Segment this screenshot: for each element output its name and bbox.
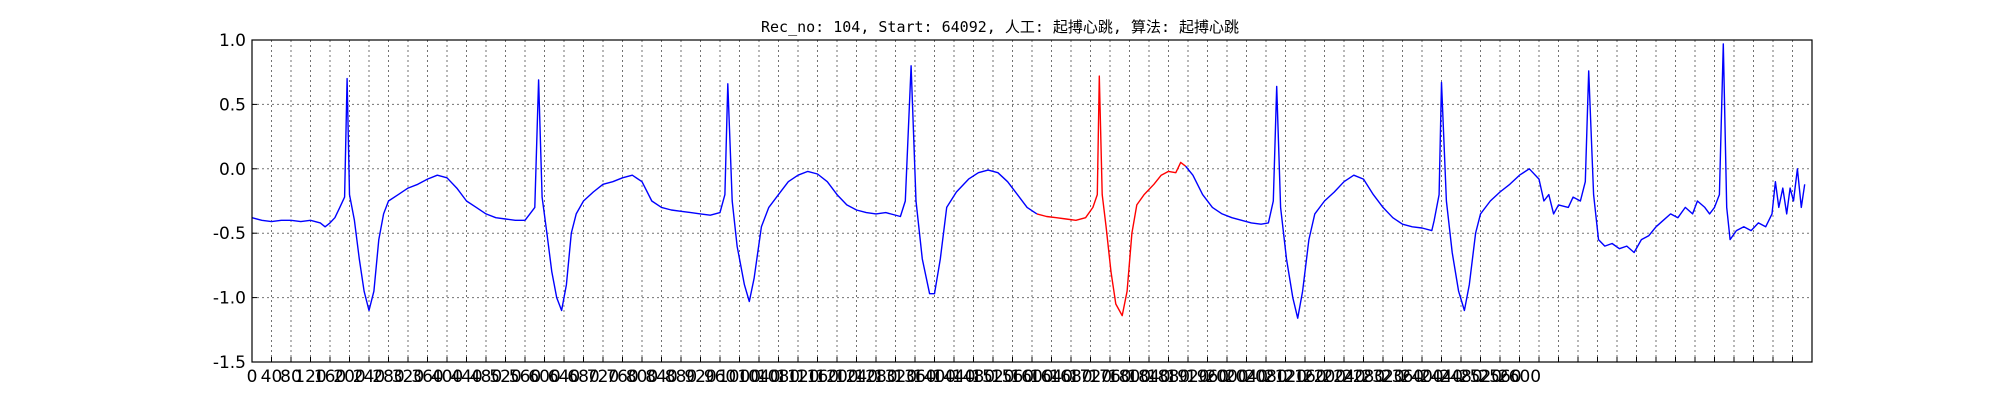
series-lines [251,43,1806,319]
x-tick-label: 1040 [737,367,780,387]
x-tick-label: 80 [280,367,302,387]
x-tick-label: 1880 [1147,367,1190,387]
x-tick-label: 2120 [1264,367,1307,387]
x-tick-label: 2520 [1459,367,1502,387]
x-tick-label: 2440 [1420,367,1463,387]
y-tick-label: 0.0 [219,160,246,180]
x-tick-label: 1480 [952,367,995,387]
x-tick-label: 1120 [776,367,819,387]
x-tick-label: 960 [704,367,736,387]
chart-title: Rec_no: 104, Start: 64092, 人工: 起搏心跳, 算法:… [761,18,1239,36]
x-tick-label: 2320 [1361,367,1404,387]
y-tick-label: 0.5 [219,95,246,115]
x-tick-label: 2360 [1381,367,1424,387]
x-tick-label: 400 [431,367,463,387]
x-tick-label: 560 [509,367,541,387]
x-tick-label: 1440 [932,367,975,387]
x-tick-label: 1160 [796,367,839,387]
x-tick-label: 1000 [718,367,761,387]
x-tick-label: 1080 [757,367,800,387]
y-tick-label: 1.0 [219,31,246,51]
x-tick-label: 1960 [1186,367,1229,387]
x-tick-label: 2040 [1225,367,1268,387]
x-tick-label: 920 [684,367,716,387]
y-tick-label: -1.0 [213,289,246,309]
series-line-3 [1185,43,1806,319]
x-tick-label: 2200 [1303,367,1346,387]
x-tick-label: 0 [247,367,258,387]
x-tick-label: 2400 [1400,367,1443,387]
x-tick-label: 1520 [971,367,1014,387]
x-tick-label: 720 [587,367,619,387]
x-tick-label: 880 [665,367,697,387]
series-line-2 [1036,75,1187,317]
x-tick-label: 2560 [1478,367,1521,387]
x-tick-label: 1920 [1166,367,1209,387]
y-axis-ticks: 1.0 0.5 0.0 -0.5 -1.0 -1.5 [213,31,257,373]
x-tick-label: 2000 [1205,367,1248,387]
x-tick-label: 360 [411,367,443,387]
x-tick-label: 160 [314,367,346,387]
x-tick-label: 1200 [815,367,858,387]
x-tick-label: 680 [567,367,599,387]
x-tick-label: 1320 [874,367,917,387]
x-tick-label: 2240 [1322,367,1365,387]
x-tick-label: 1760 [1088,367,1131,387]
x-tick-label: 800 [626,367,658,387]
x-tick-label: 1640 [1030,367,1073,387]
x-tick-label: 1840 [1127,367,1170,387]
x-tick-label: 240 [353,367,385,387]
x-tick-label: 40 [261,367,283,387]
x-tick-label: 1600 [1010,367,1053,387]
x-tick-label: 2160 [1283,367,1326,387]
x-tick-label: 440 [450,367,482,387]
x-tick-label: 520 [489,367,521,387]
x-tick-label: 1720 [1069,367,1112,387]
x-axis-ticks: 0 408012016020024028032036040044048052056… [247,357,1813,387]
x-tick-label: 760 [606,367,638,387]
x-tick-label: 600 [528,367,560,387]
y-tick-label: -0.5 [213,224,246,244]
x-tick-label: 120 [294,367,326,387]
x-tick-label: 2280 [1342,367,1385,387]
x-tick-label: 1400 [913,367,956,387]
x-tick-label: 1360 [893,367,936,387]
x-tick-label: 1560 [991,367,1034,387]
x-tick-label: 1800 [1108,367,1151,387]
x-tick-label: 640 [548,367,580,387]
x-tick-label: 2480 [1439,367,1482,387]
grid-lines [252,40,1812,362]
x-tick-label: 2600 [1498,367,1541,387]
x-tick-label: 1680 [1049,367,1092,387]
series-line-1 [251,65,1038,312]
x-tick-label: 200 [333,367,365,387]
x-tick-label: 280 [372,367,404,387]
x-tick-label: 1280 [854,367,897,387]
x-tick-label: 840 [645,367,677,387]
y-tick-label: -1.5 [213,353,246,373]
x-tick-label: 480 [470,367,502,387]
x-tick-label: 1240 [835,367,878,387]
x-tick-label: 320 [392,367,424,387]
x-tick-label: 2080 [1244,367,1287,387]
